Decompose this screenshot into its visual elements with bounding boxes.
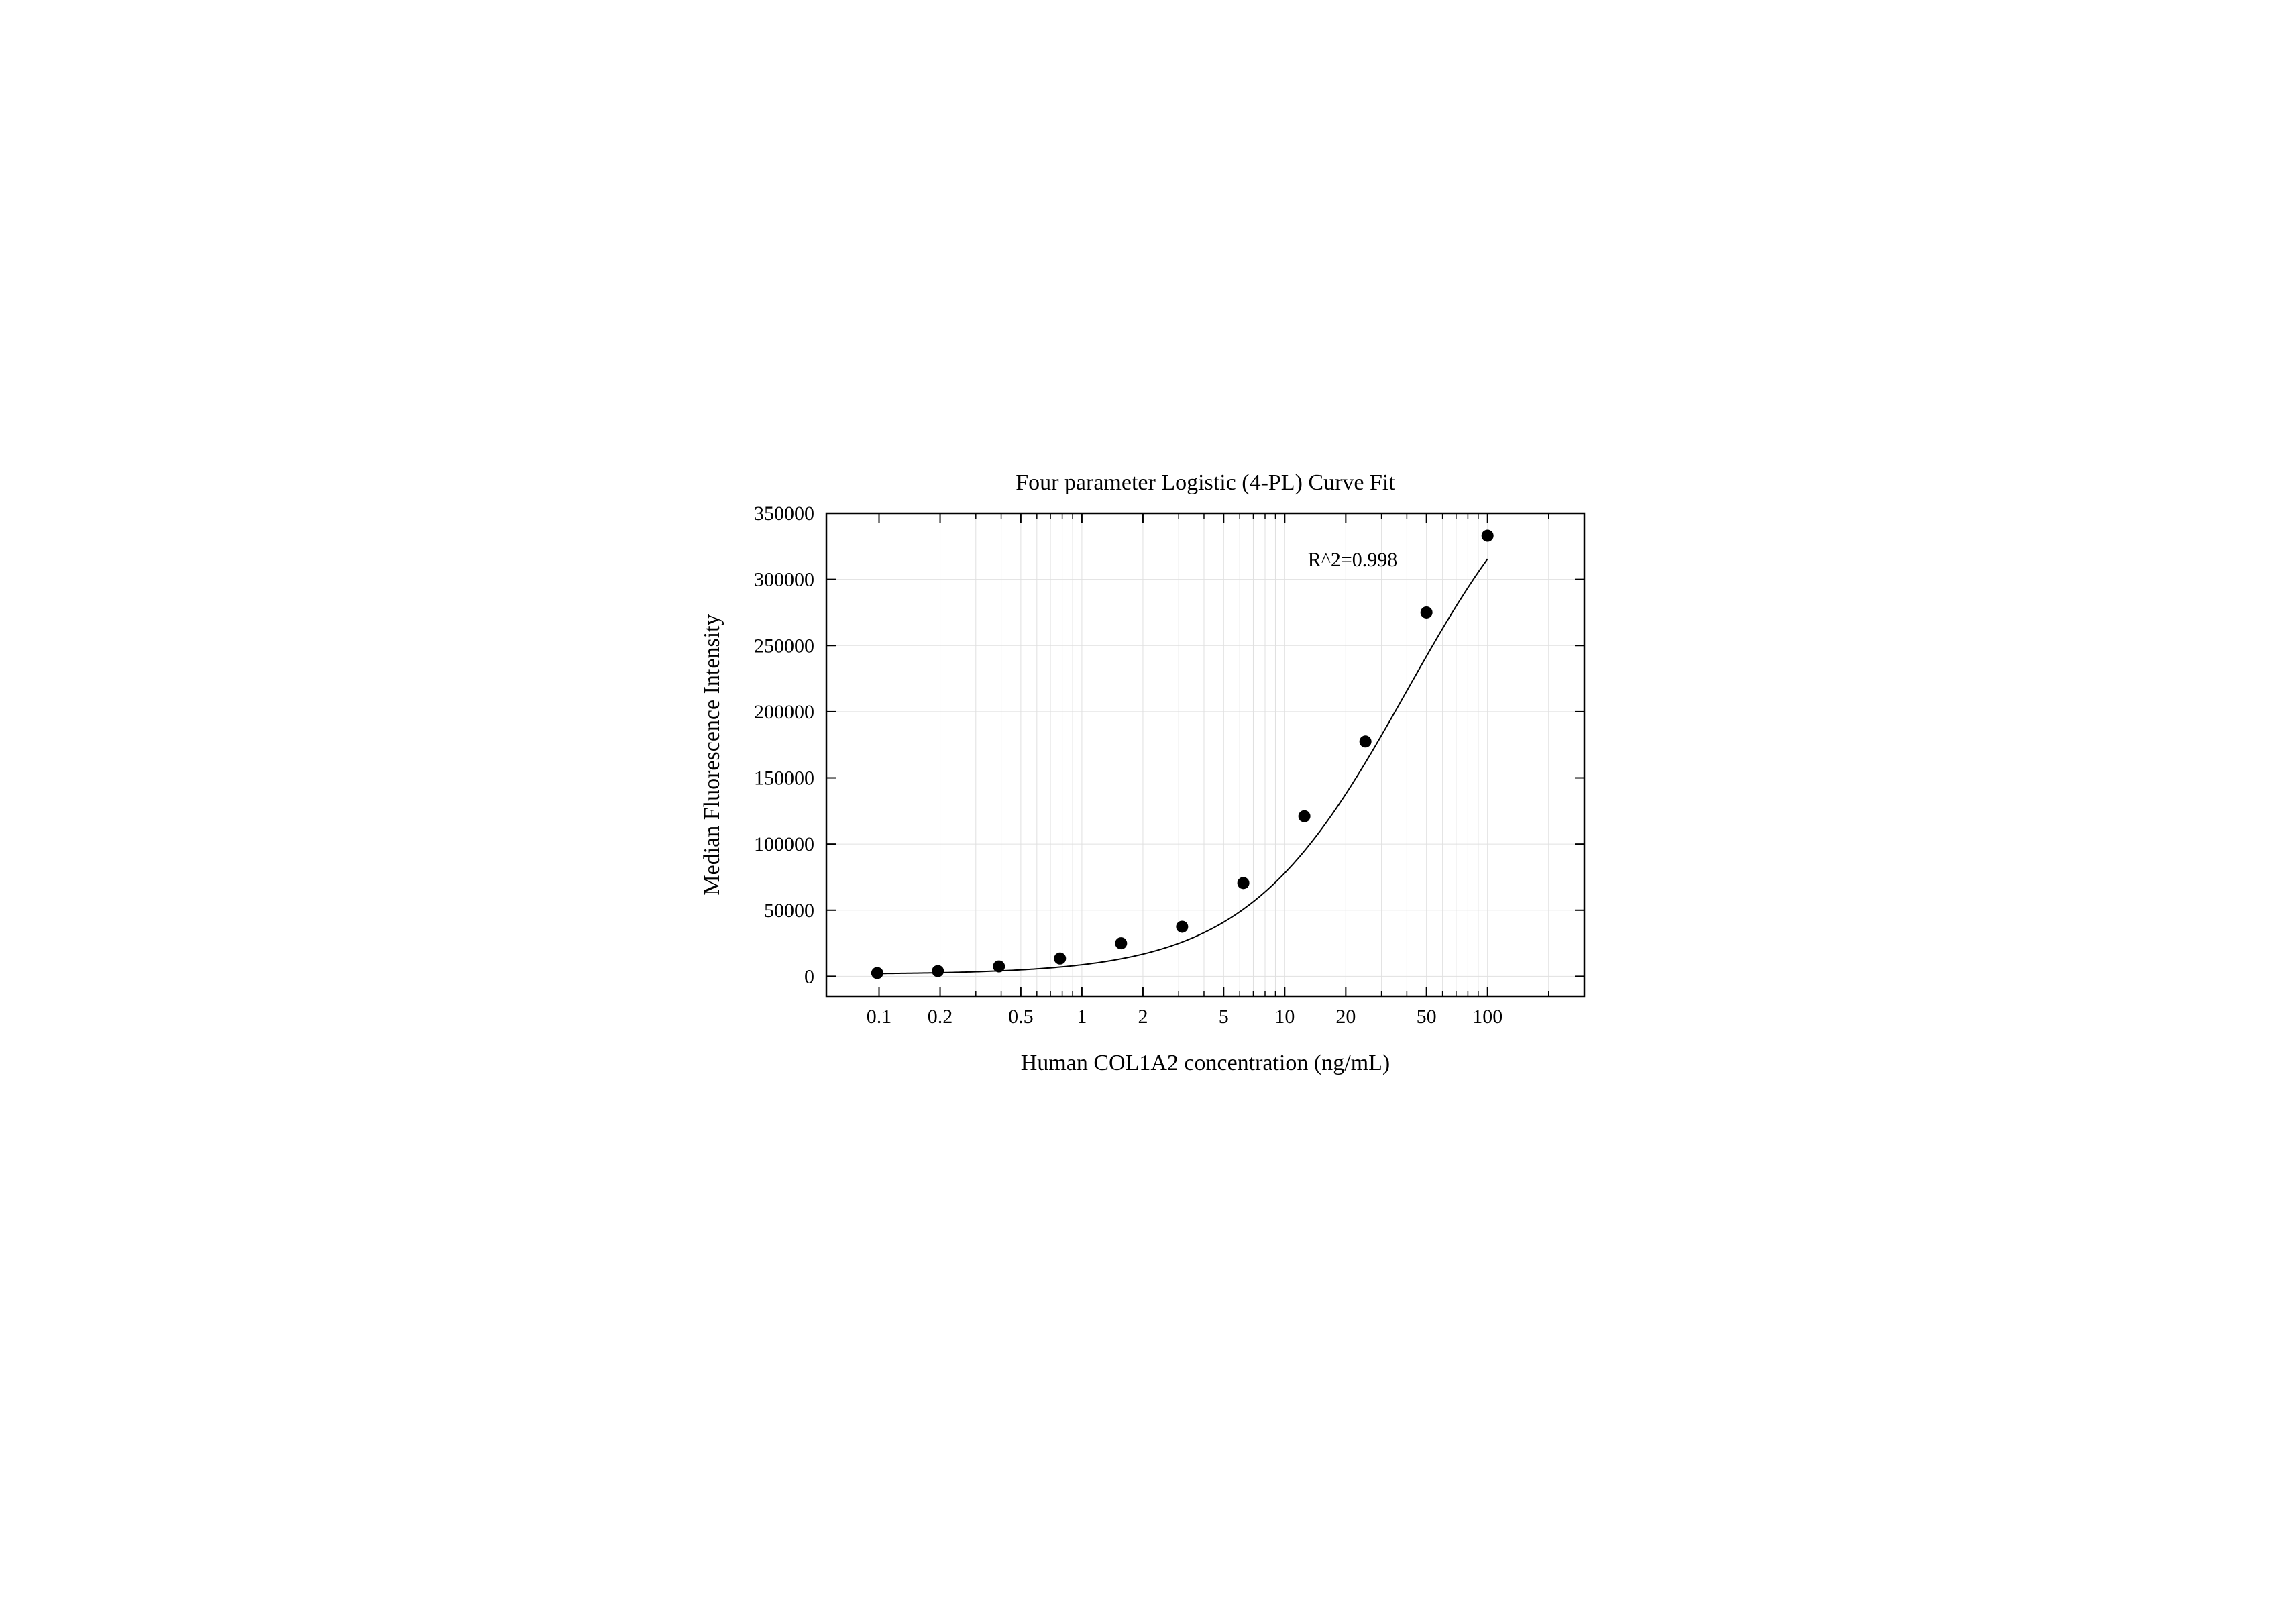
- y-axis-label: Median Fluorescence Intensity: [700, 614, 724, 895]
- grid: [826, 513, 1584, 996]
- data-point: [1420, 606, 1432, 618]
- chart-title: Four parameter Logistic (4-PL) Curve Fit: [1016, 470, 1395, 495]
- svg-text:10: 10: [1274, 1006, 1295, 1028]
- svg-text:100000: 100000: [754, 833, 814, 855]
- data-point: [1115, 937, 1127, 949]
- data-point: [1176, 920, 1188, 932]
- x-axis-label: Human COL1A2 concentration (ng/mL): [1020, 1051, 1389, 1075]
- svg-text:300000: 300000: [754, 568, 814, 590]
- svg-text:0: 0: [804, 965, 814, 987]
- curve-fit-chart: 0.1 0.2 0.5 1 2 5 10 20 50 100 0 50000 100000 150000 2…: [639, 446, 1658, 1159]
- data-point: [1298, 810, 1310, 822]
- svg-text:150000: 150000: [754, 767, 814, 789]
- svg-text:0.2: 0.2: [927, 1006, 952, 1028]
- svg-text:0.1: 0.1: [866, 1006, 891, 1028]
- data-point: [993, 960, 1005, 972]
- data-point: [1237, 877, 1249, 889]
- data-point: [932, 965, 944, 977]
- r-squared-annotation: R^2=0.998: [1307, 548, 1397, 570]
- x-tick-labels: 0.1 0.2 0.5 1 2 5 10 20 50 100: [866, 1006, 1502, 1028]
- data-points: [871, 529, 1493, 979]
- chart-container: 0.1 0.2 0.5 1 2 5 10 20 50 100 0 50000 100000 150000 2…: [0, 0, 2296, 1604]
- svg-text:50: 50: [1416, 1006, 1436, 1028]
- svg-text:350000: 350000: [754, 502, 814, 525]
- svg-text:0.5: 0.5: [1008, 1006, 1034, 1028]
- fit-curve: [879, 559, 1487, 973]
- svg-text:5: 5: [1218, 1006, 1228, 1028]
- svg-text:1: 1: [1077, 1006, 1087, 1028]
- data-point: [1054, 952, 1066, 964]
- svg-text:100: 100: [1472, 1006, 1502, 1028]
- svg-text:200000: 200000: [754, 700, 814, 723]
- svg-text:250000: 250000: [754, 635, 814, 657]
- y-tick-labels: 0 50000 100000 150000 200000 250000 300000 3500…: [754, 502, 814, 987]
- svg-text:2: 2: [1138, 1006, 1148, 1028]
- data-point: [871, 967, 883, 979]
- data-point: [1481, 529, 1493, 541]
- svg-text:20: 20: [1335, 1006, 1356, 1028]
- svg-text:50000: 50000: [764, 899, 814, 921]
- data-point: [1359, 735, 1371, 747]
